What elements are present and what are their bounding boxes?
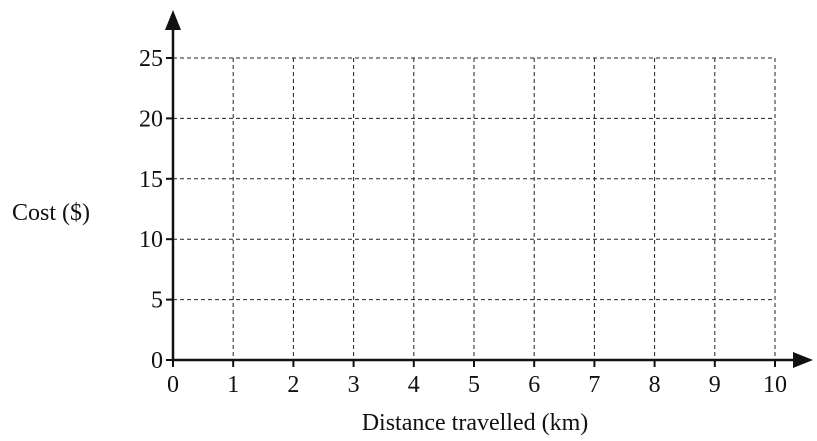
x-tick-label-10: 10 (763, 372, 787, 398)
x-axis-arrow (793, 352, 813, 368)
grid (173, 57, 776, 360)
x-tick-label-2: 2 (287, 372, 299, 398)
y-axis-label: Cost ($) (12, 200, 90, 226)
x-tick-label-3: 3 (348, 372, 360, 398)
y-tick-label-25: 25 (139, 46, 163, 72)
y-tick-label-15: 15 (139, 167, 163, 193)
x-tick-label-5: 5 (468, 372, 480, 398)
y-tick-label-0: 0 (151, 348, 163, 374)
x-tick-label-1: 1 (227, 372, 239, 398)
axes (165, 10, 813, 368)
x-tick-label-8: 8 (649, 372, 661, 398)
x-tick-label-0: 0 (167, 372, 179, 398)
y-axis-arrow (165, 10, 181, 30)
y-tick-label-10: 10 (139, 227, 163, 253)
x-tick-label-7: 7 (588, 372, 600, 398)
x-tick-label-6: 6 (528, 372, 540, 398)
tick-labels: 0 5 10 15 20 25 0 1 2 3 4 5 6 7 8 9 10 (139, 46, 787, 398)
x-tick-label-9: 9 (709, 372, 721, 398)
y-tick-label-5: 5 (151, 288, 163, 314)
x-axis-label: Distance travelled (km) (362, 410, 589, 436)
x-tick-label-4: 4 (408, 372, 420, 398)
y-tick-label-20: 20 (139, 106, 163, 132)
